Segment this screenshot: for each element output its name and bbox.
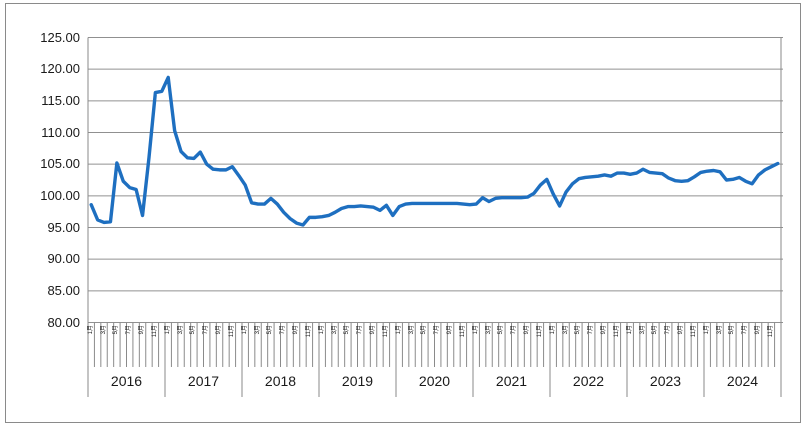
x-axis-month-label: 3月 [639, 325, 646, 335]
x-axis-month-label: 1月 [241, 325, 248, 335]
x-axis-month-label: 11月 [536, 325, 543, 338]
x-axis-month-label: 7月 [588, 325, 595, 335]
x-axis-month-label: 1月 [549, 325, 556, 335]
y-axis-label: 90.00 [47, 251, 80, 267]
y-axis-label: 100.00 [40, 187, 80, 203]
x-axis-month-label: 1月 [164, 325, 171, 335]
x-axis-year-label: 2024 [726, 373, 759, 389]
x-axis-month-label: 5月 [421, 325, 428, 335]
y-axis-label: 85.00 [47, 282, 80, 298]
x-axis-month-label: 1月 [703, 325, 710, 335]
x-axis-year-label: 2021 [495, 373, 528, 389]
y-axis-label: 115.00 [41, 92, 80, 108]
x-axis-month-label: 3月 [716, 325, 723, 335]
x-axis-year-label: 2022 [572, 373, 605, 389]
x-axis-month-label: 9月 [370, 325, 377, 335]
y-axis-label: 95.00 [47, 219, 80, 235]
x-axis-month-label: 9月 [293, 325, 300, 335]
y-axis-label: 110.00 [41, 124, 80, 140]
x-axis-month-label: 11月 [767, 325, 774, 338]
x-axis-month-label: 7月 [126, 325, 133, 335]
x-axis-year-label: 2019 [341, 373, 374, 389]
x-axis-month-label: 9月 [447, 325, 454, 335]
x-axis-month-label: 1月 [395, 325, 402, 335]
y-axis-label: 105.00 [40, 156, 80, 172]
x-axis-month-label: 3月 [485, 325, 492, 335]
x-axis-year-label: 2023 [649, 373, 682, 389]
x-axis-month-label: 3月 [100, 325, 107, 335]
x-axis-month-label: 9月 [601, 325, 608, 335]
x-axis-month-label: 11月 [690, 325, 697, 338]
x-axis-month-label: 3月 [331, 325, 338, 335]
x-axis-month-label: 7月 [511, 325, 518, 335]
x-axis-month-label: 11月 [228, 325, 235, 338]
x-axis-month-label: 5月 [498, 325, 505, 335]
x-axis-year-label: 2017 [187, 373, 220, 389]
x-axis-month-label: 5月 [729, 325, 736, 335]
x-axis-month-label: 5月 [652, 325, 659, 335]
x-axis-month-label: 3月 [254, 325, 261, 335]
x-axis-month-label: 1月 [87, 325, 94, 335]
y-axis-label: 125.00 [40, 29, 80, 45]
x-axis-month-label: 7月 [665, 325, 672, 335]
x-axis-month-label: 11月 [613, 325, 620, 338]
x-axis-year-label: 2016 [110, 373, 143, 389]
x-axis-month-label: 9月 [755, 325, 762, 335]
x-axis-month-label: 5月 [113, 325, 120, 335]
x-axis-month-label: 5月 [190, 325, 197, 335]
x-axis-month-label: 9月 [678, 325, 685, 335]
y-axis-label: 80.00 [47, 314, 80, 330]
x-axis-month-label: 5月 [344, 325, 351, 335]
x-axis-month-label: 9月 [139, 325, 146, 335]
x-axis-month-label: 7月 [742, 325, 749, 335]
x-axis-month-label: 9月 [524, 325, 531, 335]
x-axis-month-label: 3月 [408, 325, 415, 335]
x-axis-month-label: 7月 [280, 325, 287, 335]
x-axis-month-label: 7月 [203, 325, 210, 335]
x-axis-month-label: 3月 [177, 325, 184, 335]
x-axis-year-label: 2020 [418, 373, 451, 389]
x-axis-month-label: 1月 [472, 325, 479, 335]
x-axis-month-label: 11月 [305, 325, 312, 338]
x-axis-month-label: 7月 [357, 325, 364, 335]
data-series-line [89, 75, 780, 227]
x-axis-month-label: 9月 [216, 325, 223, 335]
x-axis-month-label: 1月 [626, 325, 633, 335]
x-axis-year-label: 2018 [264, 373, 297, 389]
x-axis-month-label: 1月 [318, 325, 325, 335]
x-axis-month-label: 3月 [562, 325, 569, 335]
x-axis-month-label: 11月 [151, 325, 158, 338]
x-axis-month-label: 11月 [382, 325, 389, 338]
y-axis-label: 120.00 [40, 61, 80, 77]
x-axis-month-label: 11月 [459, 325, 466, 338]
x-axis-month-label: 5月 [575, 325, 582, 335]
x-axis-month-label: 7月 [434, 325, 441, 335]
x-axis-month-label: 5月 [267, 325, 274, 335]
